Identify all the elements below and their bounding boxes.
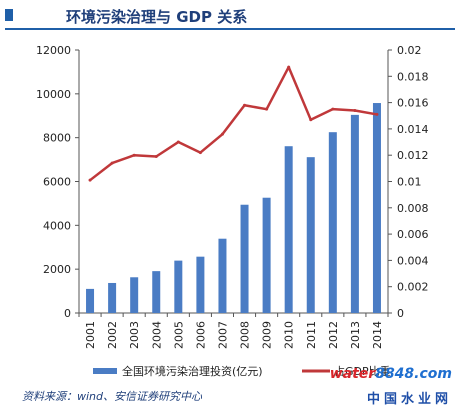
bar	[306, 157, 315, 313]
left-tick-label: 10000	[36, 88, 71, 101]
line-point	[220, 132, 224, 136]
x-tick-label: 2010	[283, 321, 296, 349]
bar	[284, 146, 293, 313]
line-point	[110, 161, 114, 165]
right-tick-label: 0.002	[397, 281, 429, 294]
line-point	[331, 107, 335, 111]
legend-swatch-bars	[93, 368, 117, 374]
line-point	[243, 103, 247, 107]
right-tick-label: 0.016	[397, 97, 429, 110]
right-tick-label: 0.018	[397, 70, 429, 83]
watermark-brand-b: 8848.com	[375, 366, 452, 382]
chart-title-bar: 环境污染治理与 GDP 关系	[0, 0, 460, 30]
right-tick-label: 0.014	[397, 123, 429, 136]
left-tick-label: 6000	[43, 176, 71, 189]
left-tick-label: 2000	[43, 263, 71, 276]
line-point	[353, 108, 357, 112]
left-tick-label: 12000	[36, 44, 71, 57]
bar	[218, 238, 227, 313]
right-tick-label: 0.012	[397, 149, 429, 162]
x-tick-label: 2004	[150, 321, 163, 349]
legend-label-bars: 全国环境污染治理投资(亿元)	[122, 364, 263, 378]
right-tick-label: 0.01	[397, 176, 422, 189]
x-tick-label: 2005	[172, 321, 185, 349]
right-tick-label: 0.02	[397, 44, 422, 57]
bar	[262, 197, 271, 313]
x-tick-label: 2012	[327, 321, 340, 349]
x-tick-label: 2013	[349, 321, 362, 349]
right-tick-label: 0.004	[397, 254, 429, 267]
line-point	[132, 153, 136, 157]
line-point	[176, 140, 180, 144]
right-tick-label: 0.006	[397, 228, 429, 241]
x-tick-label: 2007	[216, 321, 229, 349]
bar	[174, 260, 183, 313]
right-tick-label: 0	[397, 307, 404, 320]
line-point	[154, 155, 158, 159]
line-point	[375, 112, 379, 116]
x-tick-label: 2002	[106, 321, 119, 349]
left-tick-label: 4000	[43, 219, 71, 232]
bar	[196, 256, 205, 313]
bar	[152, 271, 161, 313]
x-tick-label: 2009	[261, 321, 274, 349]
gdp-share-line	[89, 65, 378, 182]
chart-title: 环境污染治理与 GDP 关系	[66, 8, 248, 26]
bar	[372, 103, 381, 313]
x-tick-label: 2001	[84, 321, 97, 349]
line-point	[287, 65, 291, 69]
line-point	[265, 107, 269, 111]
x-tick-label: 2003	[128, 321, 141, 349]
x-tick-label: 2006	[194, 321, 207, 349]
watermark-brand: water8848.com	[330, 366, 452, 382]
bar	[350, 114, 359, 313]
title-marker	[5, 9, 13, 21]
bar	[86, 288, 95, 313]
left-tick-label: 8000	[43, 132, 71, 145]
x-tick-label: 2008	[239, 321, 252, 349]
bar	[328, 132, 337, 313]
x-tick-label: 2014	[371, 321, 384, 349]
bar	[130, 277, 139, 313]
watermark-logo: water8848.com 中国水业网	[330, 366, 458, 412]
line-point	[198, 151, 202, 155]
left-tick-label: 0	[64, 307, 71, 320]
bar	[240, 204, 249, 313]
source-text: 资料来源：wind、安信证券研究中心	[22, 390, 203, 403]
watermark-brand-a: water	[329, 366, 376, 382]
x-tick-label: 2011	[305, 321, 318, 349]
right-tick-label: 0.008	[397, 202, 429, 215]
bar	[108, 282, 117, 313]
source-note: 资料来源：wind、安信证券研究中心	[0, 384, 300, 408]
title-underline	[5, 28, 455, 30]
watermark-site-name: 中国水业网	[366, 392, 452, 407]
line-point	[309, 118, 313, 122]
line-point	[88, 178, 92, 182]
legend-label-line: 占GDP比重	[334, 364, 391, 378]
